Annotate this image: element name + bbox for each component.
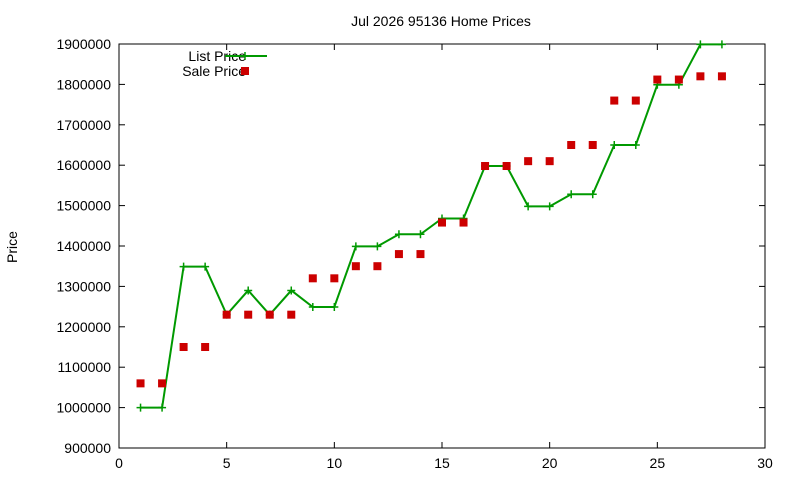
list-price-point xyxy=(717,40,726,49)
sale-price-point xyxy=(524,157,533,166)
x-tick-label: 20 xyxy=(542,455,558,471)
sale-price-point xyxy=(674,75,683,84)
x-tick-label: 5 xyxy=(223,455,231,471)
list-price-point xyxy=(373,242,382,251)
series-sale-price xyxy=(136,72,726,388)
y-tick-label: 1600000 xyxy=(56,157,111,173)
list-price-point xyxy=(545,202,554,211)
sale-price-point xyxy=(330,274,339,283)
sale-price-point xyxy=(351,262,360,271)
sale-price-point xyxy=(416,250,425,259)
series-list-price xyxy=(136,40,726,412)
list-price-line xyxy=(140,43,722,409)
y-tick-label: 1500000 xyxy=(56,198,111,214)
list-price-point xyxy=(179,262,188,271)
sale-price-point xyxy=(265,310,274,319)
x-tick-label: 25 xyxy=(650,455,666,471)
y-tick-label: 1700000 xyxy=(56,117,111,133)
list-price-point xyxy=(158,403,167,412)
sale-price-point xyxy=(308,274,317,283)
sale-price-point xyxy=(459,218,468,227)
sale-price-point xyxy=(717,72,726,81)
legend: List Price Sale Price xyxy=(182,48,267,79)
list-price-point xyxy=(394,230,403,239)
list-price-point xyxy=(696,40,705,49)
sale-price-point xyxy=(610,96,619,105)
list-price-point xyxy=(631,141,640,149)
list-price-point xyxy=(330,303,339,312)
y-tick-label: 1200000 xyxy=(56,319,111,335)
sale-price-point xyxy=(201,343,210,351)
sale-price-point xyxy=(179,343,188,351)
y-tick-label: 1400000 xyxy=(56,238,111,254)
y-tick-label: 1900000 xyxy=(56,36,111,52)
list-price-point xyxy=(244,286,253,295)
list-price-point xyxy=(416,230,425,239)
sale-price-point xyxy=(631,96,640,105)
axis-ticks: 0 5 10 15 20 25 30 900000 1000000 1100000 1200000 1… xyxy=(56,36,773,471)
sale-price-point xyxy=(545,157,554,166)
x-tick-label: 15 xyxy=(434,455,450,471)
legend-label-list-price: List Price xyxy=(188,48,246,64)
sale-price-point xyxy=(373,262,382,271)
x-tick-label: 0 xyxy=(115,455,123,471)
sale-price-point xyxy=(481,162,490,171)
sale-price-point xyxy=(502,162,511,171)
legend-label-sale-price: Sale Price xyxy=(182,63,246,79)
list-price-point xyxy=(136,403,145,412)
list-price-point xyxy=(524,202,533,211)
legend-marker-list-price xyxy=(241,52,249,60)
list-price-point xyxy=(201,262,210,271)
sale-price-point xyxy=(438,218,446,227)
sale-price-point xyxy=(394,250,403,259)
y-tick-label: 1300000 xyxy=(56,278,111,294)
sale-price-point xyxy=(222,310,231,319)
sale-price-point xyxy=(244,310,253,319)
x-tick-label: 10 xyxy=(327,455,343,471)
y-axis-label: Price xyxy=(4,231,20,263)
y-tick-label: 1000000 xyxy=(56,400,111,416)
sale-price-point xyxy=(653,75,662,84)
sale-price-point xyxy=(696,72,705,81)
sale-price-point xyxy=(588,141,597,149)
list-price-point xyxy=(308,303,317,312)
list-price-point xyxy=(351,242,360,251)
list-price-point xyxy=(610,141,619,149)
chart-title: Jul 2026 95136 Home Prices xyxy=(351,13,531,29)
y-tick-label: 1100000 xyxy=(58,359,112,375)
legend-marker-sale-price xyxy=(241,67,249,75)
list-price-point xyxy=(287,286,296,295)
sale-price-point xyxy=(287,310,296,319)
y-tick-label: 900000 xyxy=(64,440,111,456)
sale-price-point xyxy=(158,379,167,388)
plot-frame xyxy=(118,43,766,449)
sale-price-point xyxy=(136,379,145,388)
sale-price-point xyxy=(567,141,576,149)
x-tick-label: 30 xyxy=(757,455,773,471)
list-price-point xyxy=(567,190,576,199)
y-tick-label: 1800000 xyxy=(56,76,111,92)
list-price-point xyxy=(588,190,597,199)
